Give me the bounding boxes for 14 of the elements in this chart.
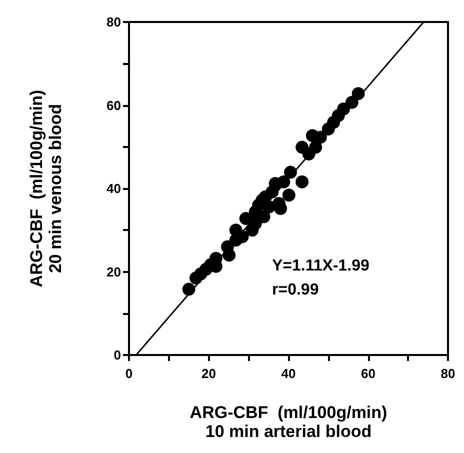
- x-tick-label: 0: [125, 366, 133, 381]
- y-tick-label: 0: [114, 348, 121, 362]
- x-axis-title: ARG-CBF (ml/100g/min) 10 min arterial blood: [190, 403, 388, 441]
- y-tick-label: 20: [106, 264, 121, 280]
- y-tick-label: 80: [106, 14, 121, 30]
- x-tick-label: 60: [361, 366, 376, 381]
- y-tick-label: 60: [106, 98, 121, 113]
- annotation: Y=1.11X-1.99: [272, 258, 370, 274]
- annotation: r=0.99: [272, 282, 319, 298]
- y-tick-label: 40: [106, 181, 121, 196]
- x-tick-label: 40: [281, 366, 296, 381]
- x-tick-label: 80: [440, 366, 456, 381]
- x-tick-label: 20: [202, 366, 216, 381]
- y-axis-title: ARG-CBF (ml/100g/min) 20 min venous blood: [27, 90, 65, 288]
